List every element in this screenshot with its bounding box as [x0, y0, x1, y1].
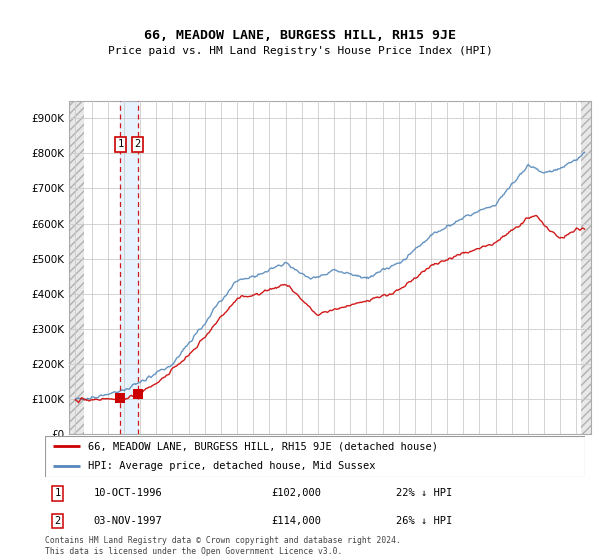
- Text: HPI: Average price, detached house, Mid Sussex: HPI: Average price, detached house, Mid …: [88, 461, 376, 472]
- Text: Price paid vs. HM Land Registry's House Price Index (HPI): Price paid vs. HM Land Registry's House …: [107, 46, 493, 56]
- Text: 2: 2: [134, 139, 140, 149]
- Bar: [69, 101, 83, 434]
- Text: Contains HM Land Registry data © Crown copyright and database right 2024.
This d: Contains HM Land Registry data © Crown c…: [45, 536, 401, 556]
- Text: 66, MEADOW LANE, BURGESS HILL, RH15 9JE: 66, MEADOW LANE, BURGESS HILL, RH15 9JE: [144, 29, 456, 42]
- Text: 2: 2: [55, 516, 61, 526]
- Text: 66, MEADOW LANE, BURGESS HILL, RH15 9JE (detached house): 66, MEADOW LANE, BURGESS HILL, RH15 9JE …: [88, 441, 438, 451]
- Text: 03-NOV-1997: 03-NOV-1997: [94, 516, 163, 526]
- Text: 10-OCT-1996: 10-OCT-1996: [94, 488, 163, 498]
- Text: £102,000: £102,000: [272, 488, 322, 498]
- Text: 1: 1: [55, 488, 61, 498]
- Text: 22% ↓ HPI: 22% ↓ HPI: [396, 488, 452, 498]
- Text: 26% ↓ HPI: 26% ↓ HPI: [396, 516, 452, 526]
- Bar: [121, 101, 137, 434]
- Bar: [581, 101, 591, 434]
- Text: 1: 1: [117, 139, 124, 149]
- Text: £114,000: £114,000: [272, 516, 322, 526]
